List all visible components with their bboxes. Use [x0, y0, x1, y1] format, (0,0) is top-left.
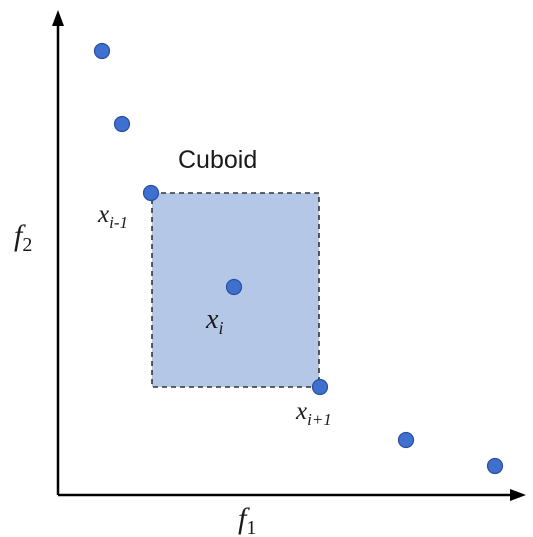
f1-axis-label: f1 — [238, 502, 256, 537]
f2-axis-label-sub: 2 — [22, 234, 32, 256]
solution-point — [397, 431, 415, 449]
x-prev-label-main: x — [97, 201, 109, 228]
y-axis-arrow-icon — [52, 10, 64, 26]
f1-axis-label-sub: 1 — [246, 517, 256, 537]
solution-point-x-next — [311, 378, 329, 396]
f2-axis-label: f2 — [14, 219, 32, 256]
x-i-label-main: x — [205, 304, 219, 335]
x-prev-label-sub: i-1 — [109, 213, 128, 232]
x-next-label-main: x — [295, 398, 307, 425]
x-next-label: xi+1 — [295, 398, 332, 429]
solution-point-x-prev — [142, 184, 160, 202]
x-next-label-sub: i+1 — [307, 410, 332, 429]
cuboid-label: Cuboid — [178, 146, 257, 174]
x-prev-label: xi-1 — [97, 201, 128, 232]
solution-point — [486, 457, 504, 475]
x-axis-arrow-icon — [510, 489, 526, 501]
x-i-label: xi — [205, 304, 223, 338]
solution-point — [113, 115, 131, 133]
x-i-label-sub: i — [218, 318, 223, 338]
solution-point — [93, 42, 111, 60]
solution-point-x-i — [225, 278, 243, 296]
